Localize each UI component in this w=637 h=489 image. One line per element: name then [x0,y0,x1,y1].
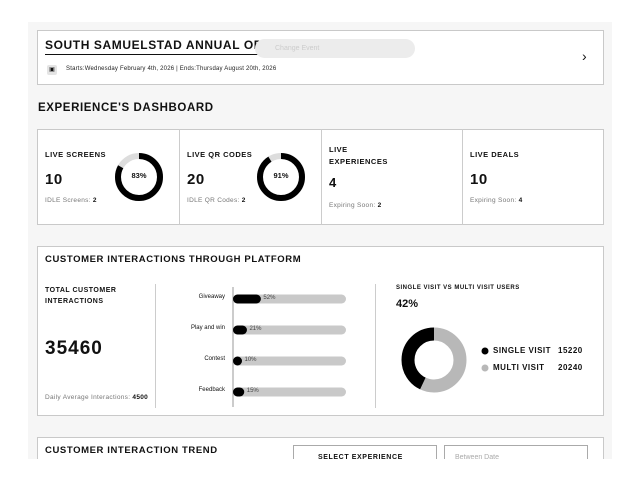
bar-name: Feedback [198,387,225,393]
stats-card [37,129,604,225]
dashboard-title: EXPERIENCE'S DASHBOARD [38,102,214,114]
bar-label: 52% [263,295,276,301]
card-sub: IDLE Screens: 2 [45,197,97,204]
total-value: 35460 [45,338,103,359]
visits-percent: 42% [396,298,419,310]
graphics [115,153,489,407]
bar-track [233,387,346,397]
divider [155,284,156,408]
card-value: 4 [329,175,337,190]
card-sub: Expiring Soon: 4 [470,197,523,204]
sub-value: 4 [518,197,523,204]
card-label: LIVE EXPERIENCES [329,145,388,166]
card-sub: Expiring Soon: 2 [329,202,382,209]
card-label: LIVE QR CODES [187,150,253,159]
legend-name: SINGLE VISIT [493,346,552,355]
sub-value: 2 [241,197,246,204]
legend-value: 20240 [558,363,583,372]
divider [321,129,322,225]
total-label: TOTAL CUSTOMER INTERACTIONS [45,287,117,306]
donut-arc [257,153,305,201]
bar-track [233,356,346,366]
calendar-icon: ▣ [47,65,57,75]
legend-value: 15220 [558,346,583,355]
sub-label: IDLE Screens: [45,197,91,204]
change-event-button[interactable]: Change Event [255,39,415,58]
viewport: SOUTH SAMUELSTAD ANNUAL OPEN Change Even… [37,30,604,459]
event-title: SOUTH SAMUELSTAD ANNUAL OPEN [45,38,281,55]
card-value: 10 [470,171,488,188]
daily-value: 4500 [132,394,149,401]
trend-title: CUSTOMER INTERACTION TREND [45,445,218,456]
bar-name: Contest [204,356,225,362]
select-experience[interactable]: SELECT EXPERIENCE [293,445,437,459]
donut-label: 83% [131,171,147,180]
bar-track [233,325,346,335]
legend-name: MULTI VISIT [493,363,545,372]
divider [375,284,376,408]
bar-name: Play and win [190,325,225,331]
card-value: 10 [45,171,63,188]
bar-label: 21% [249,326,262,332]
visits-title: SINGLE VISIT VS MULTI VISIT USERS [396,285,520,291]
event-dates: Starts:Wednesday February 4th, 2026 | En… [66,66,277,72]
bar-label: 15% [246,388,259,394]
card-label: LIVE DEALS [470,150,520,159]
daily-label: Daily Average Interactions: [45,394,131,401]
date-filter[interactable]: Between Date [444,445,588,459]
divider [179,129,180,225]
divider [462,129,463,225]
sub-label: Expiring Soon: [329,202,376,209]
sub-value: 2 [377,202,382,209]
bar [233,294,261,304]
donut-arc [115,153,163,201]
card-value: 20 [187,171,205,188]
next-arrow[interactable]: › [582,48,587,64]
daily-average: Daily Average Interactions: 4500 [45,394,148,401]
legend-dot [481,364,489,372]
bar-track [233,294,346,304]
bar-name: Giveaway [198,294,225,300]
bar-label: 10% [244,357,257,363]
bar [233,325,247,335]
legend-dot [481,347,489,355]
card-label: LIVE SCREENS [45,150,107,159]
donut-label: 91% [273,171,289,180]
card-sub: IDLE QR Codes: 2 [187,197,246,204]
sub-label: IDLE QR Codes: [187,197,240,204]
sub-value: 2 [92,197,97,204]
bar [233,387,245,397]
sub-label: Expiring Soon: [470,197,517,204]
bar [233,356,242,366]
visit-segment [401,327,467,393]
interactions-title: CUSTOMER INTERACTIONS THROUGH PLATFORM [45,254,302,265]
